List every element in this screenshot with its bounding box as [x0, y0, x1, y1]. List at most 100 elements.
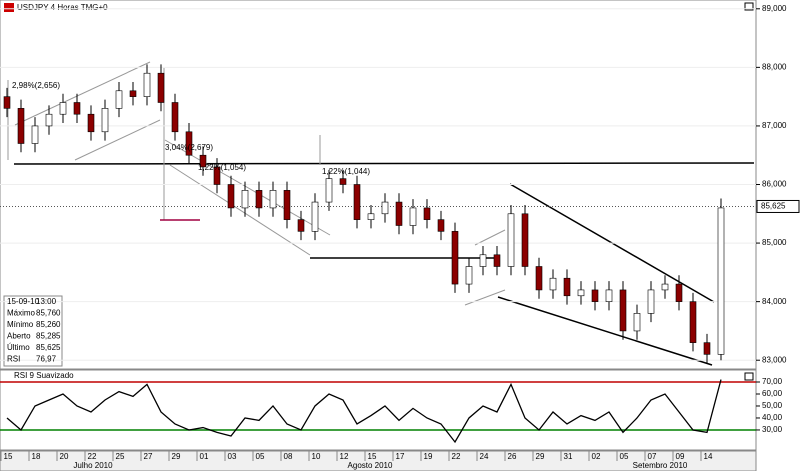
candle-body	[367, 213, 375, 220]
candle-body	[73, 102, 81, 115]
x-tick-label: 08	[284, 452, 293, 461]
candle-body	[381, 201, 389, 215]
y-tick-label: 83,000	[762, 355, 787, 364]
x-tick-label: 02	[592, 452, 601, 461]
info-label: Máximo	[7, 309, 36, 318]
rsi-line	[6, 379, 722, 444]
candle-body	[395, 201, 403, 226]
y-tick-label: 89,000	[762, 4, 787, 13]
candle-body	[17, 108, 25, 144]
info-value: 85,625	[36, 343, 61, 352]
candle-body	[703, 342, 711, 355]
candle-body	[409, 207, 417, 226]
candle-body	[507, 213, 515, 267]
trendlines	[13, 162, 755, 366]
candle-body	[199, 154, 207, 168]
x-tick-label: 18	[32, 452, 41, 461]
x-tick-label: 15	[4, 452, 13, 461]
date-axis	[0, 450, 757, 471]
x-tick-label: 03	[228, 452, 237, 461]
last-price-box	[756, 199, 800, 213]
candle-body	[465, 266, 473, 285]
y-tick-label: 30,00	[762, 425, 783, 434]
info-value: 85,285	[36, 332, 61, 341]
close-button[interactable]	[744, 372, 754, 381]
candle-body	[479, 254, 487, 267]
x-tick-label: 22	[88, 452, 97, 461]
x-tick-label: 15	[368, 452, 377, 461]
candle-body	[423, 207, 431, 220]
candle-body	[353, 184, 361, 220]
x-tick-label: 27	[144, 452, 153, 461]
x-tick-label: 19	[424, 452, 433, 461]
close-button[interactable]	[744, 2, 754, 11]
y-tick-label: 86,000	[762, 180, 787, 189]
annotation: 1,22%(1,054)	[198, 163, 246, 172]
x-tick-label: 29	[172, 452, 181, 461]
y-tick-label: 87,000	[762, 121, 787, 130]
x-tick-label: 31	[564, 452, 573, 461]
info-value: 85,760	[36, 309, 61, 318]
candle-body	[619, 289, 627, 332]
x-tick-label: 29	[536, 452, 545, 461]
candle-body	[101, 108, 109, 133]
x-tick-label: 20	[60, 452, 69, 461]
info-value: 13:00	[36, 297, 57, 306]
month-label: Agosto 2010	[348, 461, 393, 470]
candle-body	[31, 125, 39, 144]
info-label: RSI	[7, 355, 20, 364]
candle-body	[269, 190, 277, 209]
candle-body	[605, 289, 613, 302]
y-tick-label: 50,00	[762, 401, 783, 410]
candle-body	[241, 190, 249, 209]
candle-body	[675, 283, 683, 302]
candle-body	[185, 131, 193, 156]
candle-body	[227, 184, 235, 209]
candle-body	[563, 277, 571, 297]
candle-body	[535, 266, 543, 291]
info-label: Aberto	[7, 332, 31, 341]
info-label: Último	[7, 343, 30, 352]
x-tick-label: 14	[704, 452, 713, 461]
candle-body	[297, 219, 305, 232]
candle-body	[255, 190, 263, 209]
rsi-title: RSI 9 Suavizado	[14, 371, 74, 380]
info-value: 76,97	[36, 355, 57, 364]
info-label: Mínimo	[7, 320, 34, 329]
candle-body	[451, 231, 459, 285]
candle-body	[157, 72, 165, 103]
candle-body	[661, 283, 669, 291]
info-value: 85,260	[36, 320, 61, 329]
candle-body	[437, 219, 445, 232]
info-label: 15-09-10	[7, 297, 40, 306]
candle-body	[283, 190, 291, 220]
month-label: Julho 2010	[73, 461, 113, 470]
candle-body	[59, 102, 67, 115]
candle-body	[45, 113, 53, 127]
x-tick-label: 22	[452, 452, 461, 461]
annotation: 3,04%(2,679)	[165, 143, 213, 152]
info-box	[3, 295, 63, 367]
x-tick-label: 05	[620, 452, 629, 461]
candle-body	[549, 277, 557, 291]
x-tick-label: 05	[256, 452, 265, 461]
y-tick-label: 70,00	[762, 377, 783, 386]
y-tick-label: 88,000	[762, 62, 787, 71]
candle-body	[521, 213, 529, 267]
x-tick-label: 12	[340, 452, 349, 461]
y-tick-label: 85,000	[762, 238, 787, 247]
chart-title: USDJPY 4 Horas TMG+0	[17, 3, 108, 12]
candle-body	[647, 289, 655, 314]
icon	[4, 3, 14, 12]
x-tick-label: 09	[676, 452, 685, 461]
x-tick-label: 01	[200, 452, 209, 461]
x-tick-label: 24	[480, 452, 489, 461]
candle-body	[213, 166, 221, 185]
candle-body	[129, 90, 137, 97]
x-tick-label: 10	[312, 452, 321, 461]
annotation: 1,22%(1,044)	[322, 167, 370, 176]
x-tick-label: 17	[396, 452, 405, 461]
candle-body	[689, 301, 697, 343]
y-tick-label: 84,000	[762, 297, 787, 306]
candle-body	[325, 178, 333, 203]
